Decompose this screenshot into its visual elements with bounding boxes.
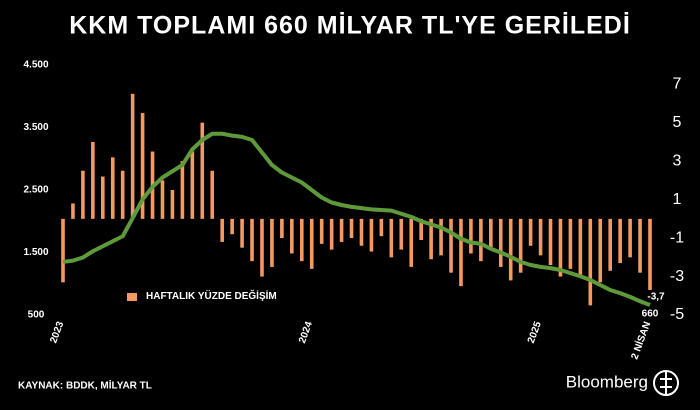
x-tick-label: 2024 — [297, 320, 315, 345]
y2-tick-label: 5 — [673, 114, 682, 131]
bar — [528, 218, 533, 246]
bar — [389, 218, 394, 258]
y-tick-label: 3.500 — [23, 122, 48, 133]
y2-tick-label: 1 — [673, 191, 682, 208]
bar — [140, 113, 145, 219]
bar — [648, 218, 652, 290]
bar — [588, 218, 593, 306]
bar — [250, 218, 254, 262]
brand-logo — [653, 370, 679, 396]
bar — [120, 170, 125, 219]
bar — [61, 218, 65, 283]
line-value-label: 660 — [642, 309, 659, 320]
brand: Bloomberg — [566, 372, 648, 391]
bar — [628, 218, 632, 258]
bar — [568, 218, 573, 269]
source: KAYNAK: BDDK, MİLYAR TL — [18, 379, 152, 392]
y-tick-label: 2.500 — [23, 185, 48, 196]
bar — [469, 218, 473, 254]
chart-title: KKM TOPLAMI 660 MİLYAR TL'YE GERİLEDİ — [69, 12, 631, 40]
legend-swatch — [127, 293, 137, 301]
bar — [299, 218, 304, 262]
bar — [598, 218, 603, 283]
bar — [548, 218, 553, 265]
y2-tick-label: -3 — [670, 268, 684, 285]
bar — [160, 180, 165, 219]
y-tick-label: 500 — [28, 310, 45, 321]
bar — [100, 176, 105, 219]
x-tick-label: 2023 — [48, 320, 66, 345]
bar — [170, 190, 175, 219]
bar — [319, 218, 324, 244]
bar — [429, 218, 433, 260]
bar — [449, 218, 453, 273]
y-tick-label: 1.500 — [23, 247, 48, 258]
bar — [518, 218, 523, 273]
bar — [439, 218, 443, 256]
bar-value-label: -3,7 — [647, 292, 665, 303]
bar — [359, 218, 364, 246]
x-tick-label: 2025 — [526, 320, 544, 345]
bar — [339, 218, 344, 242]
bar — [81, 170, 85, 219]
bar — [309, 218, 314, 269]
bar — [538, 218, 543, 256]
bar — [210, 170, 215, 219]
bar — [419, 218, 423, 240]
bar — [91, 141, 95, 219]
bar — [558, 218, 563, 277]
bar — [110, 157, 115, 219]
bar — [578, 218, 583, 275]
bar — [369, 218, 374, 252]
y-tick-label: 4.500 — [23, 60, 48, 71]
bar — [130, 93, 135, 219]
bar — [399, 218, 404, 250]
y2-tick-label: 7 — [673, 75, 682, 92]
bar — [618, 218, 622, 264]
bar — [71, 203, 75, 219]
bar — [290, 218, 294, 254]
legend-label: HAFTALIK YÜZDE DEĞİŞİM — [146, 291, 277, 302]
bar — [240, 218, 244, 248]
bar — [230, 218, 234, 235]
line — [62, 131, 651, 307]
bar — [638, 218, 642, 273]
bar — [349, 218, 354, 239]
bar — [608, 218, 613, 271]
bar — [489, 218, 493, 250]
y2-tick-label: -1 — [670, 229, 684, 246]
bar — [280, 218, 284, 239]
bar — [260, 218, 264, 277]
bar — [270, 218, 274, 267]
bar — [200, 122, 205, 219]
bar — [479, 218, 483, 262]
bar — [459, 218, 463, 287]
y2-tick-label: 3 — [673, 152, 682, 169]
bar — [508, 218, 513, 281]
bar — [220, 218, 224, 242]
bar — [190, 151, 195, 219]
bar — [180, 161, 185, 219]
bar — [379, 218, 384, 237]
bar — [329, 218, 334, 250]
bar — [409, 218, 414, 267]
y2-tick-label: -5 — [670, 306, 684, 323]
bar — [498, 218, 503, 267]
x-tick-label: 2 NİSAN — [628, 319, 654, 361]
